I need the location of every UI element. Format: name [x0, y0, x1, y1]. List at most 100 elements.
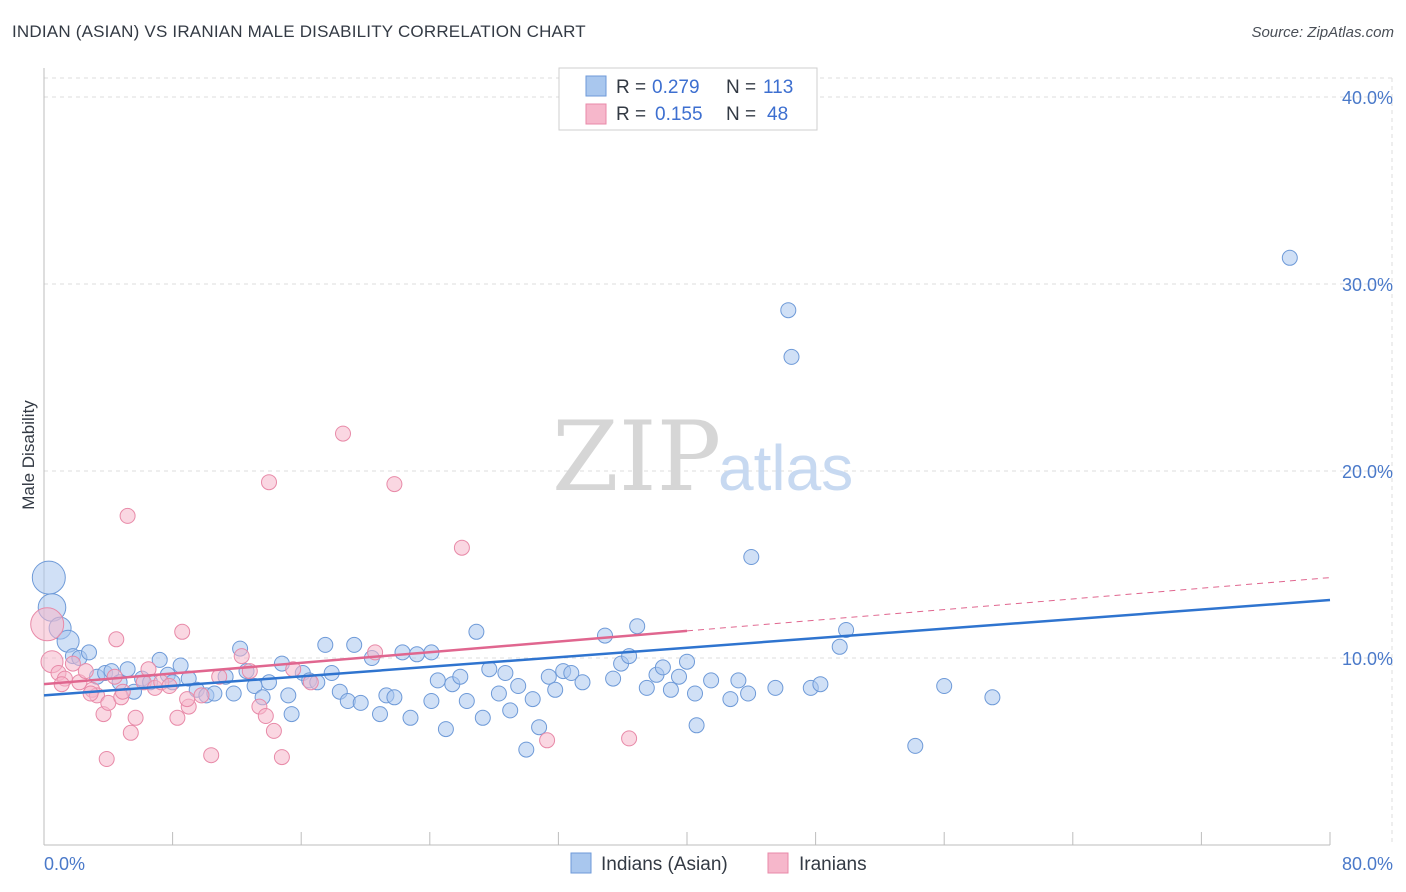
point-0-78 — [654, 659, 671, 676]
point-0-55 — [458, 693, 475, 709]
point-0-99 — [1281, 249, 1298, 266]
point-0-79 — [662, 681, 679, 698]
point-1-37 — [539, 732, 556, 749]
trend-lines — [43, 577, 1331, 697]
trend-dashed-1 — [686, 577, 1331, 632]
point-0-89 — [767, 679, 784, 696]
point-1-35 — [386, 476, 403, 493]
point-0-98 — [984, 689, 1001, 706]
bottom-legend-swatch-blue — [570, 852, 592, 874]
x-tick-label-0: 0.0% — [44, 854, 85, 874]
point-1-44 — [114, 683, 131, 700]
point-0-29 — [261, 674, 277, 691]
point-0-50 — [429, 672, 446, 689]
point-0-93 — [812, 676, 829, 693]
point-0-40 — [346, 636, 363, 653]
watermark-atlas: atlas — [718, 432, 853, 504]
point-1-31 — [273, 749, 290, 766]
point-1-0 — [30, 607, 65, 642]
points — [30, 249, 1298, 767]
trend-solid-1 — [43, 629, 688, 686]
bottom-legend: Indians (Asian) Iranians — [570, 852, 867, 875]
point-0-24 — [225, 685, 242, 702]
legend-n-label-1: N = — [726, 77, 756, 98]
point-0-96 — [907, 737, 924, 754]
point-0-62 — [510, 678, 527, 694]
point-0-59 — [490, 685, 507, 702]
point-0-67 — [547, 681, 564, 698]
y-tick-label-3: 40.0% — [1342, 88, 1393, 108]
legend-swatch-blue — [585, 75, 607, 97]
y-tick-label-1: 20.0% — [1342, 462, 1393, 482]
point-1-16 — [127, 709, 144, 726]
point-0-71 — [597, 627, 613, 644]
point-0-31 — [280, 687, 297, 704]
point-0-88 — [743, 549, 760, 565]
point-1-15 — [122, 724, 139, 741]
point-1-12 — [108, 631, 125, 648]
point-0-90 — [780, 302, 797, 319]
axes — [43, 68, 1331, 846]
point-0-51 — [423, 693, 440, 709]
bottom-legend-label-2: Iranians — [799, 854, 867, 875]
watermark-zip: ZIP — [552, 401, 721, 513]
tick-labels: 10.0% 20.0% 30.0% 40.0% 0.0% 80.0% — [44, 88, 1393, 874]
point-0-66 — [540, 668, 557, 685]
legend-n-label-2: N = — [726, 104, 756, 125]
trend-solid-0 — [43, 598, 1331, 697]
point-0-64 — [524, 691, 541, 708]
point-0-75 — [629, 618, 646, 635]
x-tick-label-1: 80.0% — [1342, 854, 1393, 874]
point-0-63 — [518, 741, 535, 758]
legend-swatch-pink — [585, 103, 607, 125]
point-0-45 — [386, 689, 403, 706]
legend-r-label-1: R = — [616, 77, 646, 98]
point-1-29 — [261, 474, 277, 491]
y-tick-label-2: 30.0% — [1342, 275, 1393, 295]
point-1-24 — [193, 687, 210, 704]
point-0-95 — [838, 622, 855, 638]
point-1-28 — [257, 708, 274, 724]
point-0-70 — [574, 674, 591, 691]
point-0-69 — [563, 665, 580, 681]
point-0-32 — [283, 706, 300, 723]
point-0-15 — [151, 651, 168, 668]
point-1-46 — [179, 691, 196, 708]
point-1-25 — [203, 747, 220, 764]
point-0-46 — [394, 644, 411, 661]
point-1-6 — [77, 663, 94, 680]
point-0-85 — [722, 691, 739, 708]
legend: R = 0.279 N = 113 R = 0.155 N = 48 — [558, 67, 818, 131]
point-0-6 — [81, 644, 97, 661]
y-tick-label-0: 10.0% — [1342, 649, 1393, 669]
point-0-52 — [437, 721, 454, 738]
chart-title: INDIAN (ASIAN) VS IRANIAN MALE DISABILIT… — [12, 22, 586, 41]
point-0-18 — [172, 657, 189, 674]
point-1-22 — [174, 623, 191, 640]
point-0-72 — [605, 670, 622, 687]
legend-r-value-1: 0.279 — [652, 77, 700, 98]
legend-r-label-2: R = — [616, 104, 646, 125]
point-0-60 — [497, 665, 514, 681]
point-0-84 — [703, 672, 720, 689]
point-0-86 — [730, 672, 747, 689]
point-1-38 — [621, 730, 638, 747]
point-0-97 — [936, 678, 953, 694]
point-1-40 — [98, 751, 115, 767]
legend-n-value-2: 48 — [767, 104, 788, 125]
point-0-82 — [687, 685, 703, 702]
chart-source: Source: ZipAtlas.com — [1251, 24, 1394, 41]
legend-r-value-2: 0.155 — [655, 104, 703, 125]
point-0-65 — [531, 719, 548, 736]
point-0-76 — [638, 679, 655, 696]
y-axis-label: Male Disability — [19, 400, 38, 510]
point-0-94 — [831, 638, 848, 655]
point-1-33 — [335, 425, 351, 442]
point-0-43 — [372, 706, 388, 723]
point-0-83 — [688, 717, 705, 734]
point-0-61 — [502, 702, 519, 719]
point-0-0 — [31, 560, 66, 595]
point-0-36 — [317, 636, 334, 653]
bottom-legend-swatch-pink — [767, 852, 789, 874]
